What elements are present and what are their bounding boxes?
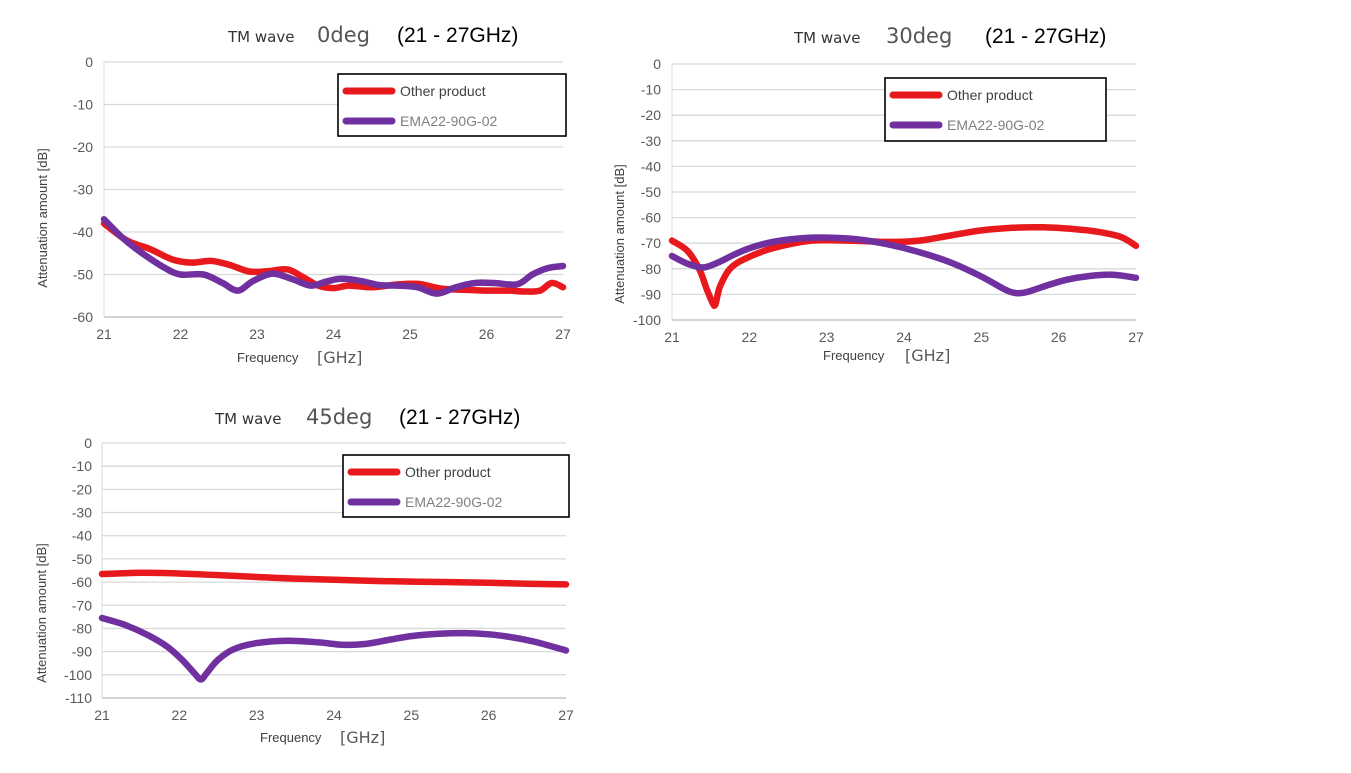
y-tick-label: -100 xyxy=(64,667,92,683)
x-tick-label: 21 xyxy=(94,707,110,723)
legend-label: Other product xyxy=(400,83,486,99)
y-tick-label: -40 xyxy=(72,528,92,544)
series-line-ema22-90g-02 xyxy=(668,234,1140,297)
y-tick-label: -60 xyxy=(72,574,92,590)
series-line-other-product xyxy=(98,569,570,588)
legend-label: EMA22-90G-02 xyxy=(947,117,1044,133)
y-tick-label: -40 xyxy=(641,158,661,174)
legend-label: Other product xyxy=(405,464,491,480)
y-tick-label: -70 xyxy=(641,235,661,251)
x-tick-label: 21 xyxy=(96,326,112,342)
y-axis-label: Attenuation amount [dB] xyxy=(35,148,50,287)
series-line-ema22-90g-02 xyxy=(98,614,570,683)
y-axis-label: Attenuation amount [dB] xyxy=(34,543,49,682)
y-tick-label: -50 xyxy=(73,267,93,283)
x-tick-label: 26 xyxy=(1051,329,1067,345)
y-tick-label: -20 xyxy=(72,481,92,497)
x-axis-label: Frequency xyxy=(237,350,299,365)
y-tick-label: -20 xyxy=(641,107,661,123)
series-line-ema22-90g-02 xyxy=(100,216,567,297)
legend-label: Other product xyxy=(947,87,1033,103)
x-axis-unit: [GHz] xyxy=(317,348,362,367)
x-tick-label: 23 xyxy=(249,326,265,342)
chart-0: TM wave 0deg (21 - 27GHz) 0 -10 -20 -30 -40 -50 -… xyxy=(35,23,571,367)
x-tick-label: 25 xyxy=(404,707,420,723)
y-tick-label: -90 xyxy=(72,644,92,660)
x-axis-unit: [GHz] xyxy=(340,728,385,747)
legend-box xyxy=(342,454,570,518)
y-tick-label: -60 xyxy=(73,309,93,325)
x-axis-label: Frequency xyxy=(260,730,322,745)
x-tick-label: 27 xyxy=(555,326,571,342)
y-tick-label: -10 xyxy=(641,82,661,98)
chart-title-angle: 30deg xyxy=(886,24,952,48)
x-tick-label: 23 xyxy=(819,329,835,345)
y-tick-label: -100 xyxy=(633,312,661,328)
legend-label: EMA22-90G-02 xyxy=(405,494,502,510)
legend-label: EMA22-90G-02 xyxy=(400,113,497,129)
chart-title-prefix: TM wave xyxy=(227,28,294,46)
y-tick-label: -50 xyxy=(72,551,92,567)
x-tick-label: 21 xyxy=(664,329,680,345)
y-tick-label: -110 xyxy=(65,690,92,706)
chart-title-range: (21 - 27GHz) xyxy=(397,24,518,47)
chart-title-prefix: TM wave xyxy=(214,410,281,428)
y-tick-label: -50 xyxy=(641,184,661,200)
y-tick-label: -20 xyxy=(73,139,93,155)
legend: Other product EMA22-90G-02 xyxy=(342,454,570,518)
y-tick-label: -10 xyxy=(72,458,92,474)
y-tick-label: -10 xyxy=(73,97,93,113)
chart-2: TM wave 45deg (21 - 27GHz) 0 -10 -20 -30 -40 -50… xyxy=(34,405,574,747)
x-tick-label: 26 xyxy=(479,326,495,342)
legend-box xyxy=(337,73,567,137)
legend-box xyxy=(884,77,1107,142)
chart-title-angle: 0deg xyxy=(317,23,370,47)
y-tick-label: -30 xyxy=(73,182,93,198)
x-tick-label: 22 xyxy=(173,326,189,342)
y-tick-label: -60 xyxy=(641,210,661,226)
y-tick-label: 0 xyxy=(85,54,93,70)
x-tick-label: 26 xyxy=(481,707,497,723)
x-axis-label: Frequency xyxy=(823,348,885,363)
x-tick-label: 27 xyxy=(558,707,574,723)
x-tick-label: 22 xyxy=(172,707,188,723)
y-tick-label: -40 xyxy=(73,224,93,240)
legend: Other product EMA22-90G-02 xyxy=(884,77,1107,142)
y-tick-label: -80 xyxy=(72,620,92,636)
y-tick-label: 0 xyxy=(84,435,92,451)
y-tick-label: -90 xyxy=(641,286,661,302)
chart-1: TM wave 30deg (21 - 27GHz) 0 -10 -20 -30 -40 -50… xyxy=(612,24,1144,365)
y-tick-label: 0 xyxy=(653,56,661,72)
x-tick-label: 25 xyxy=(402,326,418,342)
series-line-other-product xyxy=(100,220,567,295)
x-tick-label: 24 xyxy=(326,707,342,723)
x-tick-label: 24 xyxy=(326,326,342,342)
y-tick-label: -30 xyxy=(72,505,92,521)
chart-title-prefix: TM wave xyxy=(793,29,860,47)
x-tick-label: 25 xyxy=(974,329,990,345)
chart-title-range: (21 - 27GHz) xyxy=(985,25,1106,48)
x-tick-label: 23 xyxy=(249,707,265,723)
y-tick-label: -80 xyxy=(641,261,661,277)
x-axis-unit: [GHz] xyxy=(905,346,950,365)
y-tick-label: -30 xyxy=(641,133,661,149)
y-axis-label: Attenuation amount [dB] xyxy=(612,164,627,303)
y-tick-label: -70 xyxy=(72,597,92,613)
x-tick-label: 27 xyxy=(1128,329,1144,345)
chart-title-range: (21 - 27GHz) xyxy=(399,406,520,429)
chart-title-angle: 45deg xyxy=(306,405,372,429)
x-tick-label: 22 xyxy=(742,329,758,345)
x-tick-label: 24 xyxy=(896,329,912,345)
legend: Other product EMA22-90G-02 xyxy=(337,73,567,137)
